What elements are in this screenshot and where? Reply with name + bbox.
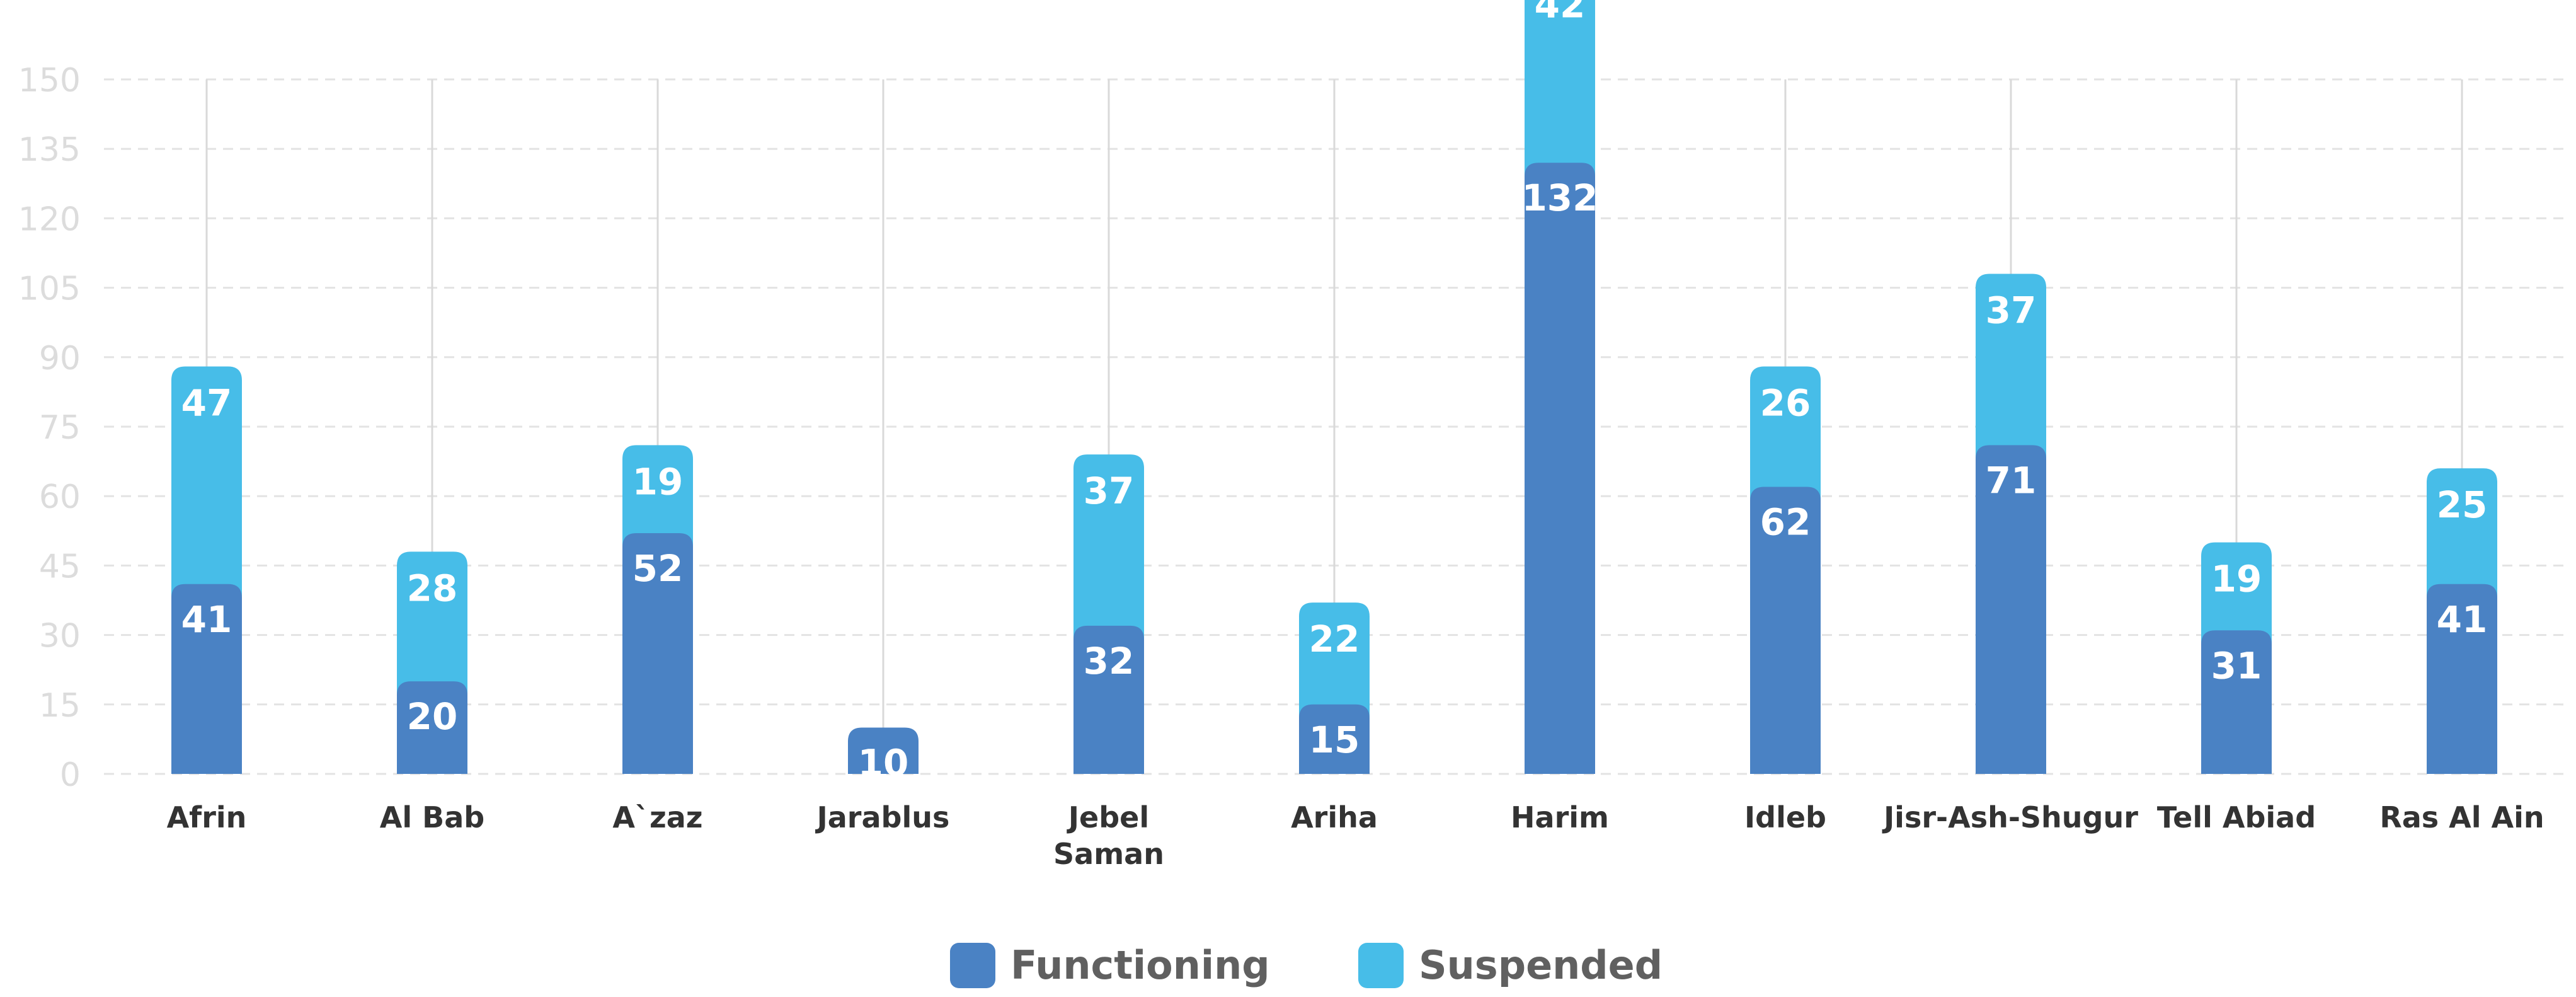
bar-functioning — [1750, 487, 1821, 774]
data-label-functioning: 15 — [1309, 718, 1360, 761]
legend-swatch-functioning — [950, 943, 995, 988]
x-tick-label: Al Bab — [380, 800, 484, 834]
bar-functioning — [171, 584, 242, 774]
bar-functioning — [1299, 704, 1370, 774]
bar-suspended — [397, 551, 467, 696]
x-tick-label: Tell Abiad — [2157, 800, 2316, 834]
y-tick-label: 90 — [39, 340, 81, 377]
data-label-suspended: 37 — [1084, 470, 1135, 512]
x-tick-label: Idleb — [1744, 800, 1826, 834]
legend-label-suspended: Suspended — [1419, 942, 1663, 988]
y-tick-label: 30 — [39, 618, 81, 655]
y-tick-label: 150 — [18, 62, 81, 100]
legend-label-functioning: Functioning — [1010, 942, 1270, 988]
bar-functioning — [1073, 625, 1144, 774]
y-tick-label: 15 — [39, 687, 81, 725]
data-label-functioning: 10 — [858, 742, 909, 785]
bar-suspended — [1750, 366, 1821, 501]
data-label-suspended: 28 — [407, 567, 458, 609]
data-label-suspended: 22 — [1309, 618, 1360, 660]
bar-suspended — [2427, 468, 2497, 598]
y-tick-label: 60 — [39, 478, 81, 516]
data-labels: 47 41 28 20 19 52 10 37 32 22 15 42 132 26 62 37 71 19 31 2… — [181, 0, 2488, 785]
bar-functioning — [848, 727, 919, 774]
bar-suspended — [1525, 0, 1595, 177]
x-tick-label: Afrin — [167, 800, 247, 834]
data-label-suspended: 25 — [2437, 483, 2488, 526]
bar-suspended — [1073, 454, 1144, 640]
data-label-suspended: 26 — [1760, 381, 1811, 424]
bar-suspended — [1976, 274, 2046, 459]
bars — [171, 0, 2497, 774]
y-tick-label: 45 — [39, 548, 81, 585]
data-label-functioning: 132 — [1521, 176, 1598, 219]
x-tick-label: A`zaz — [612, 800, 702, 834]
data-label-functioning: 71 — [1986, 459, 2037, 502]
bar-functioning — [1976, 445, 2046, 774]
x-tick-label: Jarablus — [815, 800, 950, 834]
x-tick-label: Ariha — [1291, 800, 1378, 834]
x-tick-label: Ras Al Ain — [2379, 800, 2544, 834]
data-label-functioning: 41 — [181, 598, 232, 641]
y-tick-label: 105 — [18, 270, 81, 308]
bar-suspended — [171, 366, 242, 598]
data-label-suspended: 47 — [181, 381, 232, 424]
bar-suspended — [1299, 602, 1370, 718]
y-axis-ticks: 0 15 30 45 60 75 90 105 120 135 150 — [18, 62, 81, 794]
data-label-functioning: 41 — [2437, 598, 2488, 641]
data-label-suspended: 19 — [2211, 558, 2262, 601]
bar-functioning — [2427, 584, 2497, 774]
bar-functioning — [1525, 163, 1595, 774]
data-label-suspended: 42 — [1535, 0, 1586, 26]
x-axis-labels: Afrin Al Bab A`zaz Jarablus Jebel Saman Ariha H… — [167, 800, 2545, 871]
x-tick-label: Jisr-Ash-Shugur — [1882, 800, 2138, 834]
y-tick-label: 120 — [18, 200, 81, 238]
data-label-suspended: 37 — [1986, 289, 2037, 332]
data-label-suspended: 19 — [633, 460, 684, 503]
bar-functioning — [2201, 630, 2272, 774]
data-label-functioning: 52 — [633, 547, 684, 590]
y-tick-label: 135 — [18, 131, 81, 169]
data-label-functioning: 32 — [1084, 640, 1135, 683]
bar-functioning — [622, 533, 693, 774]
data-label-functioning: 31 — [2211, 644, 2262, 687]
legend: Functioning Suspended — [950, 942, 1663, 988]
data-label-functioning: 62 — [1760, 501, 1811, 544]
y-tick-label: 0 — [60, 756, 81, 794]
data-label-functioning: 20 — [407, 695, 458, 738]
bar-suspended — [622, 445, 693, 547]
legend-swatch-suspended — [1358, 943, 1404, 988]
x-tick-label: Harim — [1511, 800, 1609, 834]
bar-functioning — [397, 681, 467, 774]
y-tick-label: 75 — [39, 409, 81, 447]
x-tick-label: Jebel Saman — [1053, 800, 1164, 871]
bar-suspended — [2201, 542, 2272, 645]
